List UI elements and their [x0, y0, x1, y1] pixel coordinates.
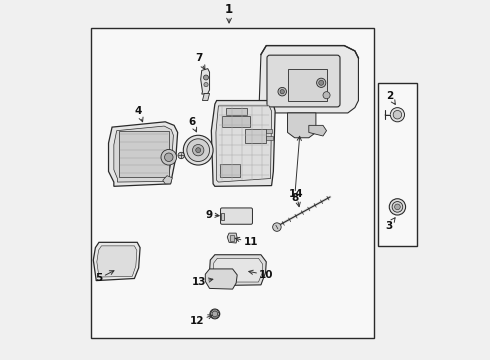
- Polygon shape: [163, 176, 172, 184]
- Text: 6: 6: [188, 117, 196, 132]
- Text: 2: 2: [386, 90, 395, 104]
- Circle shape: [391, 108, 405, 122]
- Circle shape: [203, 75, 208, 80]
- Polygon shape: [205, 269, 237, 289]
- Circle shape: [193, 144, 204, 156]
- Polygon shape: [211, 100, 275, 186]
- Bar: [220, 165, 240, 177]
- Polygon shape: [114, 126, 173, 182]
- Circle shape: [178, 152, 184, 159]
- Circle shape: [161, 149, 176, 165]
- FancyBboxPatch shape: [267, 55, 340, 107]
- Polygon shape: [309, 125, 326, 136]
- Polygon shape: [227, 233, 237, 243]
- Bar: [245, 129, 266, 143]
- Circle shape: [187, 139, 210, 162]
- Polygon shape: [216, 106, 271, 182]
- Bar: [222, 117, 250, 127]
- Text: 14: 14: [289, 189, 304, 207]
- Polygon shape: [288, 113, 316, 138]
- Circle shape: [318, 80, 324, 85]
- Circle shape: [210, 309, 220, 319]
- Bar: [230, 235, 234, 240]
- Circle shape: [272, 223, 281, 231]
- Text: 7: 7: [195, 53, 205, 69]
- Text: 3: 3: [385, 218, 395, 231]
- Circle shape: [394, 204, 400, 210]
- Circle shape: [212, 311, 218, 317]
- Polygon shape: [201, 69, 210, 94]
- Bar: [288, 69, 326, 100]
- Bar: [266, 136, 272, 140]
- Text: 1: 1: [225, 3, 233, 23]
- Bar: [225, 108, 247, 116]
- Text: 9: 9: [205, 210, 219, 220]
- Circle shape: [389, 199, 406, 215]
- Text: 12: 12: [190, 315, 212, 326]
- Text: 11: 11: [235, 237, 258, 247]
- Circle shape: [165, 153, 173, 162]
- Circle shape: [280, 90, 284, 94]
- Circle shape: [317, 78, 326, 87]
- Bar: [378, 83, 417, 246]
- Bar: [221, 213, 224, 220]
- Circle shape: [196, 148, 201, 153]
- Circle shape: [393, 111, 402, 119]
- Bar: [119, 131, 169, 177]
- Text: 13: 13: [192, 277, 213, 287]
- Circle shape: [323, 92, 330, 99]
- Bar: [91, 28, 374, 338]
- Bar: [266, 129, 272, 133]
- Polygon shape: [108, 122, 178, 186]
- FancyBboxPatch shape: [220, 208, 252, 224]
- Circle shape: [204, 82, 208, 87]
- Text: 8: 8: [291, 136, 301, 203]
- Polygon shape: [210, 255, 266, 285]
- Circle shape: [278, 87, 287, 96]
- Polygon shape: [93, 242, 140, 280]
- Circle shape: [392, 202, 403, 212]
- Polygon shape: [97, 246, 137, 277]
- Text: 5: 5: [95, 271, 114, 283]
- Circle shape: [183, 135, 213, 165]
- Polygon shape: [213, 258, 263, 282]
- Polygon shape: [257, 46, 358, 113]
- Polygon shape: [202, 94, 210, 100]
- Text: 10: 10: [249, 270, 274, 280]
- Text: 4: 4: [135, 107, 143, 122]
